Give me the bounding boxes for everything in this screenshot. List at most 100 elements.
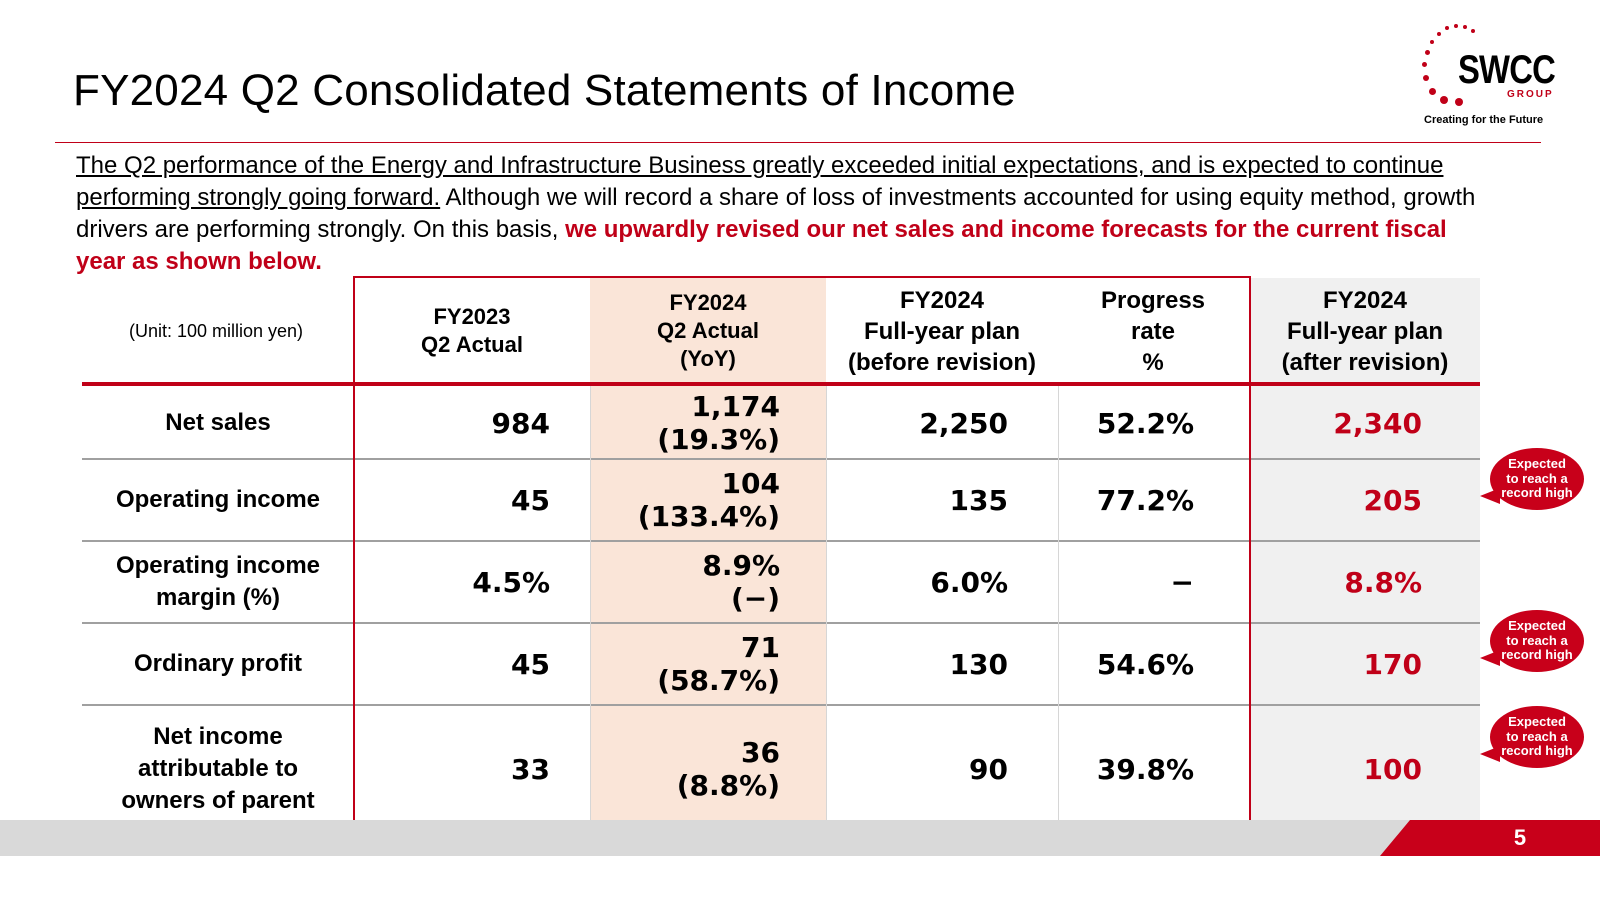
cell-fy2024-value: 104 bbox=[721, 467, 780, 500]
cell-progress: 77.2% bbox=[1096, 483, 1194, 517]
row-label-line: Net income bbox=[153, 723, 283, 750]
cell-fy2024-value: 36 bbox=[741, 736, 780, 769]
cell-fy2024-yoy: 8.9% (−) bbox=[590, 542, 780, 622]
logo-dot bbox=[1445, 26, 1449, 30]
intro-underlined-text: The Q2 performance of the Energy and Inf… bbox=[76, 152, 1444, 211]
header-line: Q2 Actual bbox=[657, 318, 759, 343]
row-label-line: Net sales bbox=[165, 409, 271, 436]
cell-progress: − bbox=[1170, 565, 1194, 599]
row-label-line: owners of parent bbox=[121, 787, 315, 814]
logo-dot bbox=[1430, 40, 1434, 44]
header-plan-after-revision: FY2024 Full-year plan (after revision) bbox=[1250, 278, 1480, 384]
header-line: (after revision) bbox=[1281, 348, 1449, 376]
cell-progress: 54.6% bbox=[1096, 647, 1194, 681]
cell-fy2024-yoy: 104 (133.4%) bbox=[590, 460, 780, 540]
callout-text: Expected to reach a record high bbox=[1490, 456, 1584, 501]
logo-dot bbox=[1423, 75, 1429, 81]
cell-fy2023: 984 bbox=[491, 406, 550, 440]
header-line: FY2024 bbox=[1322, 286, 1408, 314]
row-label-line: Operating income bbox=[115, 486, 321, 513]
cell-plan-after: 100 bbox=[1363, 752, 1422, 786]
callout-line: to reach a bbox=[1506, 632, 1568, 648]
cell-yoy-value: (58.7%) bbox=[657, 664, 780, 697]
cell-plan-after: 8.8% bbox=[1344, 565, 1422, 599]
callout-line: Expected bbox=[1508, 618, 1566, 633]
logo-dot bbox=[1422, 62, 1427, 67]
logo-dot bbox=[1440, 96, 1448, 104]
callout-bubble bbox=[1490, 610, 1584, 672]
logo-dot bbox=[1437, 32, 1441, 36]
cell-plan-before: 130 bbox=[949, 647, 1008, 681]
cell-plan-before: 2,250 bbox=[919, 406, 1008, 440]
cell-plan-after: 170 bbox=[1363, 647, 1422, 681]
cell-fy2024-yoy: 36 (8.8%) bbox=[590, 706, 780, 832]
cell-fy2023: 33 bbox=[511, 752, 550, 786]
header-line: (YoY) bbox=[680, 346, 736, 371]
row-divider bbox=[82, 704, 1480, 706]
intro-emphasis-text: we upwardly revised our net sales and in… bbox=[76, 216, 1447, 275]
swcc-logo: SWCC GROUP Creating for the Future bbox=[1418, 22, 1568, 132]
header-line: (before revision) bbox=[847, 348, 1037, 376]
row-label-net-sales: Net sales bbox=[82, 386, 354, 460]
logo-group-label: GROUP bbox=[1507, 89, 1554, 100]
row-divider bbox=[82, 622, 1480, 624]
cell-yoy-value: (19.3%) bbox=[657, 423, 780, 456]
logo-dot bbox=[1454, 24, 1458, 28]
callout-line: record high bbox=[1501, 647, 1573, 662]
header-line: rate bbox=[1130, 317, 1176, 345]
cell-fy2024-yoy: 1,174 (19.3%) bbox=[590, 386, 780, 460]
cell-progress: 39.8% bbox=[1096, 752, 1194, 786]
header-progress-rate: Progress rate% bbox=[1058, 278, 1248, 384]
row-divider bbox=[82, 540, 1480, 542]
cell-fy2024-yoy: 71 (58.7%) bbox=[590, 624, 780, 704]
cell-fy2023: 45 bbox=[511, 647, 550, 681]
callout-line: Expected bbox=[1508, 456, 1566, 471]
row-label-operating-income: Operating income bbox=[82, 460, 354, 540]
row-label-line: attributable to bbox=[137, 755, 298, 782]
row-label-ordinary-profit: Ordinary profit bbox=[82, 624, 354, 704]
row-divider bbox=[82, 458, 1480, 460]
cell-fy2024-value: 1,174 bbox=[691, 390, 780, 423]
row-label-net-income: Net income attributable to owners of paren… bbox=[82, 706, 354, 832]
logo-dot bbox=[1471, 29, 1475, 33]
header-line: FY2023 bbox=[433, 304, 511, 329]
record-high-callout: Expected to reach a record high bbox=[1480, 610, 1584, 672]
callout-text: Expected to reach a record high bbox=[1490, 618, 1584, 663]
highlight-frame bbox=[353, 276, 1251, 836]
logo-tagline: Creating for the Future bbox=[1424, 114, 1544, 126]
record-high-callout: Expected to reach a record high bbox=[1480, 706, 1584, 768]
cell-fy2024-value: 71 bbox=[741, 631, 780, 664]
row-label-line: margin (%) bbox=[155, 584, 280, 611]
cell-fy2024-value: 8.9% bbox=[702, 549, 780, 582]
record-high-callout: Expected to reach a record high bbox=[1480, 448, 1584, 510]
column-divider bbox=[1058, 386, 1059, 834]
column-divider bbox=[826, 386, 827, 834]
header-line: Full-year plan bbox=[1286, 317, 1444, 345]
header-underline bbox=[82, 382, 1480, 386]
page-number: 5 bbox=[1513, 825, 1527, 850]
row-label-operating-margin: Operating income margin (%) bbox=[82, 542, 354, 622]
callout-line: Expected bbox=[1508, 714, 1566, 729]
intro-paragraph: The Q2 performance of the Energy and Inf… bbox=[76, 150, 1496, 278]
callout-line: to reach a bbox=[1506, 470, 1568, 486]
callout-line: to reach a bbox=[1506, 728, 1568, 744]
yoy-column-shading bbox=[590, 278, 826, 834]
header-line: % bbox=[1142, 348, 1164, 376]
logo-dot bbox=[1429, 88, 1436, 95]
cell-plan-after: 2,340 bbox=[1333, 406, 1422, 440]
logo-dot bbox=[1455, 98, 1463, 106]
callout-text: Expected to reach a record high bbox=[1490, 714, 1584, 759]
cell-plan-before: 90 bbox=[969, 752, 1008, 786]
cell-fy2023: 45 bbox=[511, 483, 550, 517]
slide-title: FY2024 Q2 Consolidated Statements of Inc… bbox=[73, 66, 1016, 115]
cell-yoy-value: (133.4%) bbox=[637, 500, 780, 533]
cell-plan-before: 6.0% bbox=[930, 565, 1008, 599]
cell-progress: 52.2% bbox=[1096, 406, 1194, 440]
logo-wordmark: SWCC bbox=[1458, 48, 1556, 92]
header-line: FY2024 bbox=[669, 290, 747, 315]
intro-plain-text: Although we will record a share of loss … bbox=[76, 184, 1476, 243]
title-divider bbox=[55, 142, 1541, 143]
header-fy2024-q2-actual: FY2024 Q2 Actual (YoY) bbox=[590, 278, 826, 384]
callout-line: record high bbox=[1501, 485, 1573, 500]
header-fy2023-q2-actual: FY2023 Q2 Actual bbox=[354, 278, 590, 384]
